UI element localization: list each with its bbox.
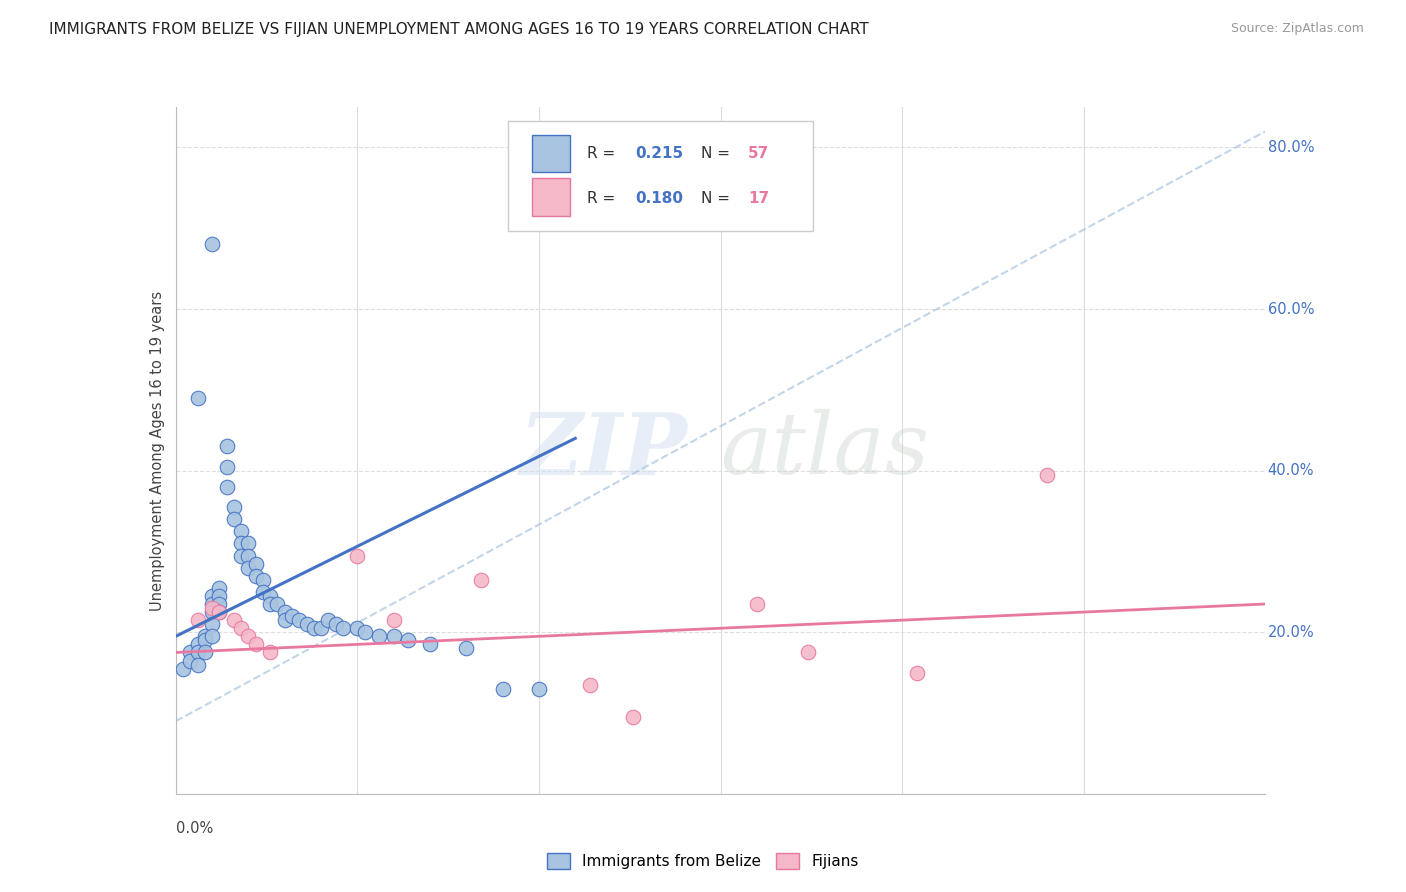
Text: IMMIGRANTS FROM BELIZE VS FIJIAN UNEMPLOYMENT AMONG AGES 16 TO 19 YEARS CORRELAT: IMMIGRANTS FROM BELIZE VS FIJIAN UNEMPLO…	[49, 22, 869, 37]
Point	[222, 512, 245, 526]
Point	[325, 617, 347, 632]
Text: 0.0%: 0.0%	[176, 822, 212, 837]
Point	[231, 524, 253, 539]
Point	[252, 573, 274, 587]
Point	[222, 500, 245, 514]
Text: 80.0%: 80.0%	[1268, 140, 1315, 155]
Point	[259, 645, 281, 659]
Point	[238, 536, 260, 550]
Point	[172, 662, 194, 676]
Point	[796, 645, 818, 659]
Point	[194, 633, 217, 648]
Point	[201, 601, 224, 615]
Point	[201, 629, 224, 643]
Point	[215, 480, 238, 494]
Point	[745, 597, 768, 611]
Point	[231, 549, 253, 563]
Text: R =: R =	[586, 191, 620, 206]
Point	[231, 621, 253, 635]
Point	[186, 637, 209, 651]
Point	[470, 573, 492, 587]
Point	[346, 549, 368, 563]
Text: N =: N =	[702, 191, 735, 206]
Point	[208, 589, 231, 603]
Text: 17: 17	[748, 191, 769, 206]
Point	[215, 459, 238, 474]
Text: R =: R =	[586, 146, 620, 161]
Point	[222, 613, 245, 627]
Text: atlas: atlas	[721, 409, 929, 491]
Point	[179, 645, 201, 659]
Point	[396, 633, 419, 648]
Point	[231, 536, 253, 550]
Point	[238, 629, 260, 643]
Text: 40.0%: 40.0%	[1268, 463, 1315, 478]
Text: 0.180: 0.180	[636, 191, 683, 206]
Point	[186, 613, 209, 627]
Point	[208, 597, 231, 611]
Point	[302, 621, 325, 635]
Point	[1036, 467, 1059, 482]
Text: 20.0%: 20.0%	[1268, 624, 1315, 640]
Point	[201, 605, 224, 619]
Point	[201, 597, 224, 611]
Point	[266, 597, 288, 611]
Legend: Immigrants from Belize, Fijians: Immigrants from Belize, Fijians	[541, 847, 865, 875]
Point	[194, 645, 217, 659]
Point	[201, 617, 224, 632]
Text: 0.215: 0.215	[636, 146, 683, 161]
Point	[527, 681, 550, 696]
Point	[215, 439, 238, 453]
Point	[252, 585, 274, 599]
Point	[295, 617, 318, 632]
Point	[332, 621, 354, 635]
Point	[579, 678, 602, 692]
FancyBboxPatch shape	[531, 135, 571, 172]
Text: 57: 57	[748, 146, 769, 161]
Point	[245, 557, 267, 571]
Point	[274, 605, 297, 619]
Point	[274, 613, 297, 627]
Text: N =: N =	[702, 146, 735, 161]
Y-axis label: Unemployment Among Ages 16 to 19 years: Unemployment Among Ages 16 to 19 years	[149, 291, 165, 610]
FancyBboxPatch shape	[508, 120, 813, 231]
Point	[353, 625, 375, 640]
Point	[208, 605, 231, 619]
Point	[238, 549, 260, 563]
Point	[905, 665, 928, 680]
Point	[245, 568, 267, 582]
Point	[245, 637, 267, 651]
Point	[346, 621, 368, 635]
FancyBboxPatch shape	[531, 178, 571, 216]
Point	[309, 621, 332, 635]
Point	[186, 391, 209, 405]
Point	[259, 597, 281, 611]
Point	[382, 629, 405, 643]
Point	[208, 581, 231, 595]
Point	[368, 629, 391, 643]
Point	[201, 589, 224, 603]
Point	[259, 589, 281, 603]
Point	[179, 654, 201, 668]
Point	[419, 637, 441, 651]
Point	[201, 237, 224, 252]
Text: Source: ZipAtlas.com: Source: ZipAtlas.com	[1230, 22, 1364, 36]
Point	[186, 657, 209, 672]
Point	[318, 613, 340, 627]
Text: 60.0%: 60.0%	[1268, 301, 1315, 317]
Point	[238, 560, 260, 574]
Point	[492, 681, 515, 696]
Text: ZIP: ZIP	[520, 409, 688, 492]
Point	[194, 629, 217, 643]
Point	[186, 645, 209, 659]
Point	[288, 613, 311, 627]
Point	[621, 710, 644, 724]
Point	[281, 609, 304, 624]
Point	[382, 613, 405, 627]
Point	[208, 605, 231, 619]
Point	[456, 641, 478, 656]
